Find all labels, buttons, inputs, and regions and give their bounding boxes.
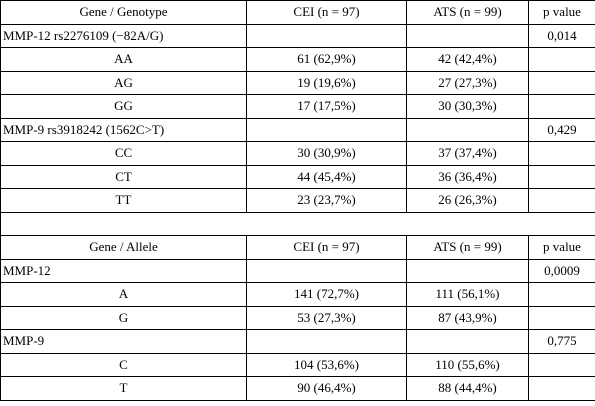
allele-name: A (0, 282, 247, 307)
header-cei: CEI (n = 97) (246, 235, 407, 260)
table-row: TT 23 (23,7%) 26 (26,3%) (0, 188, 595, 213)
cei-value: 17 (17,5%) (246, 94, 407, 119)
cei-value: 30 (30,9%) (246, 141, 407, 166)
genotype-name: GG (0, 94, 247, 119)
allele-name: C (0, 352, 247, 377)
genotype-name: TT (0, 188, 247, 213)
genotype-name: CT (0, 164, 247, 189)
genotype-name: AA (0, 47, 247, 72)
group-label: MMP-12 rs2276109 (−82A/G) (0, 23, 247, 48)
spacer-row (0, 211, 595, 236)
cei-value: 104 (53,6%) (246, 352, 407, 377)
table-row: AG 19 (19,6%) 27 (27,3%) (0, 70, 595, 95)
cei-value: 19 (19,6%) (246, 70, 407, 95)
header-p-value: p value (528, 0, 595, 25)
table-row: T 90 (46,4%) 88 (44,4%) (0, 376, 595, 401)
ats-value: 111 (56,1%) (406, 282, 529, 307)
ats-value: 88 (44,4%) (406, 376, 529, 401)
table-row: CC 30 (30,9%) 37 (37,4%) (0, 141, 595, 166)
header-row-genotype: Gene / Genotype CEI (n = 97) ATS (n = 99… (0, 0, 595, 25)
genotype-name: CC (0, 141, 247, 166)
header-cei: CEI (n = 97) (246, 0, 407, 25)
ats-value: 37 (37,4%) (406, 141, 529, 166)
ats-value: 87 (43,9%) (406, 305, 529, 330)
group-p-value: 0,775 (528, 329, 595, 354)
group-label: MMP-9 rs3918242 (1562C>T) (0, 117, 247, 142)
cei-value: 141 (72,7%) (246, 282, 407, 307)
allele-name: T (0, 376, 247, 401)
cei-value: 61 (62,9%) (246, 47, 407, 72)
table-row: C 104 (53,6%) 110 (55,6%) (0, 352, 595, 377)
group-row-mmp12-allele: MMP-12 0,0009 (0, 258, 595, 283)
ats-value: 27 (27,3%) (406, 70, 529, 95)
group-label: MMP-9 (0, 329, 247, 354)
cei-value: 53 (27,3%) (246, 305, 407, 330)
group-row-mmp9-allele: MMP-9 0,775 (0, 329, 595, 354)
group-row-mmp9-genotype: MMP-9 rs3918242 (1562C>T) 0,429 (0, 117, 595, 142)
ats-value: 42 (42,4%) (406, 47, 529, 72)
header-gene-genotype: Gene / Genotype (0, 0, 247, 25)
ats-value: 26 (26,3%) (406, 188, 529, 213)
table-row: A 141 (72,7%) 111 (56,1%) (0, 282, 595, 307)
genotype-name: AG (0, 70, 247, 95)
table-row: AA 61 (62,9%) 42 (42,4%) (0, 47, 595, 72)
group-p-value: 0,429 (528, 117, 595, 142)
header-row-allele: Gene / Allele CEI (n = 97) ATS (n = 99) … (0, 235, 595, 260)
header-ats: ATS (n = 99) (406, 235, 529, 260)
header-p-value: p value (528, 235, 595, 260)
allele-name: G (0, 305, 247, 330)
group-p-value: 0,0009 (528, 258, 595, 283)
table-row: GG 17 (17,5%) 30 (30,3%) (0, 94, 595, 119)
cei-value: 90 (46,4%) (246, 376, 407, 401)
table-row: G 53 (27,3%) 87 (43,9%) (0, 305, 595, 330)
cei-value: 44 (45,4%) (246, 164, 407, 189)
group-p-value: 0,014 (528, 23, 595, 48)
ats-value: 110 (55,6%) (406, 352, 529, 377)
header-ats: ATS (n = 99) (406, 0, 529, 25)
group-label: MMP-12 (0, 258, 247, 283)
cei-value: 23 (23,7%) (246, 188, 407, 213)
header-gene-allele: Gene / Allele (0, 235, 247, 260)
group-row-mmp12-genotype: MMP-12 rs2276109 (−82A/G) 0,014 (0, 23, 595, 48)
ats-value: 30 (30,3%) (406, 94, 529, 119)
table-row: CT 44 (45,4%) 36 (36,4%) (0, 164, 595, 189)
ats-value: 36 (36,4%) (406, 164, 529, 189)
